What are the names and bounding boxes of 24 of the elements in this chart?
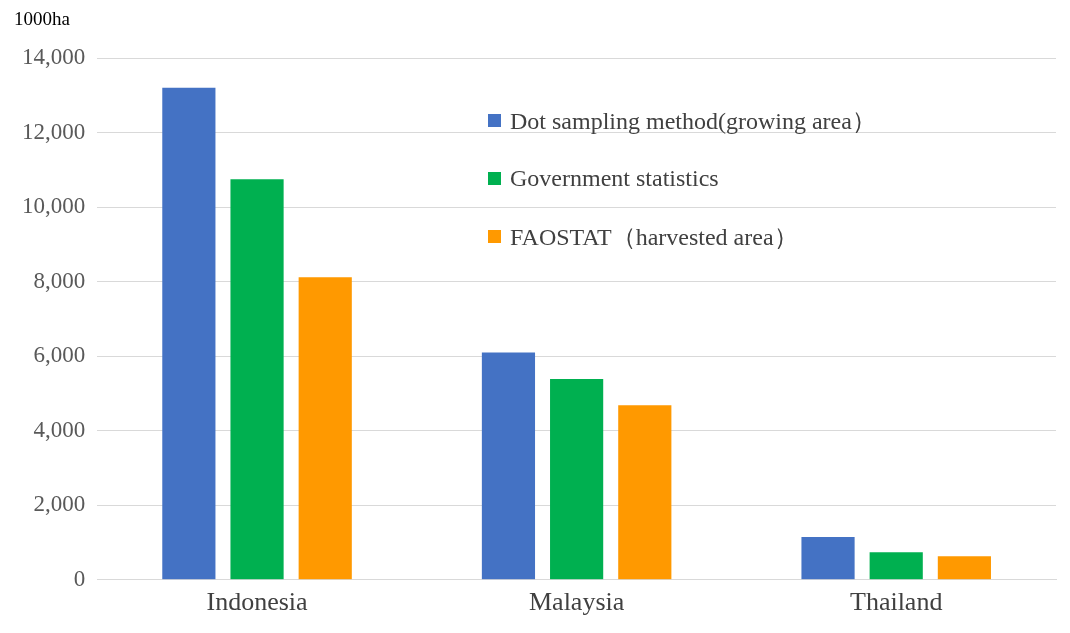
bar [869,552,923,580]
bar [618,405,672,580]
bar [481,352,536,580]
y-tick-label: 14,000 [22,44,86,70]
bar [801,536,855,580]
bar [162,87,216,580]
x-tick-label: Thailand [850,587,943,617]
x-tick-label: Malaysia [528,587,625,617]
bar [230,179,284,580]
y-tick-label: 0 [73,565,86,591]
y-tick-label: 10,000 [22,193,86,219]
bar [550,378,604,580]
legend-label: Dot sampling method(growing area） [510,106,876,136]
bar [298,277,352,580]
y-tick-label: 6,000 [33,342,86,368]
y-axis-title: 1000ha [14,8,70,30]
legend-label: Government statistics [510,165,719,192]
legend-label: FAOSTAT（harvested area） [510,222,798,252]
x-tick-label: Indonesia [206,587,309,617]
y-tick-label: 8,000 [33,267,86,293]
y-tick-label: 2,000 [33,491,86,517]
bar [937,556,991,580]
y-tick-label: 12,000 [22,118,86,144]
y-tick-label: 4,000 [33,416,86,442]
